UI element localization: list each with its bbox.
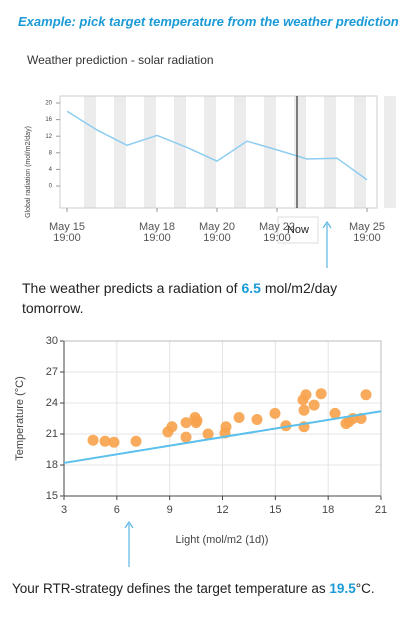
y-tick-label: 12 bbox=[45, 134, 52, 140]
data-point bbox=[329, 407, 341, 419]
data-point bbox=[99, 435, 111, 447]
x-tick-label: 9 bbox=[167, 504, 173, 516]
night-band bbox=[324, 96, 336, 208]
plot-frame bbox=[59, 95, 378, 209]
y-tick-label: 8 bbox=[49, 150, 53, 156]
note-text: °C. bbox=[355, 581, 375, 596]
note-value: 19.5 bbox=[329, 581, 356, 596]
note-text: mol/m2/day tomorrow. bbox=[22, 280, 338, 316]
night-band bbox=[204, 96, 216, 208]
x-tick-label: May 15 19:00 bbox=[48, 221, 86, 244]
chart-title: Weather prediction - solar radiation bbox=[27, 53, 214, 67]
night-band bbox=[114, 96, 126, 208]
x-tick-label: 15 bbox=[269, 504, 281, 516]
y-tick-label: 0 bbox=[49, 184, 53, 190]
now-box bbox=[277, 216, 319, 244]
data-point bbox=[308, 399, 320, 411]
x-tick-label: May 25 19:00 bbox=[348, 221, 386, 244]
data-point bbox=[108, 436, 120, 448]
y-axis-label: Global radiation (mol/m2/day) bbox=[25, 126, 32, 218]
night-band bbox=[144, 96, 156, 208]
x-tick-label: 18 bbox=[322, 504, 334, 516]
y-tick-label: 24 bbox=[46, 397, 58, 409]
data-point bbox=[220, 421, 232, 433]
night-band bbox=[294, 96, 306, 208]
data-point bbox=[180, 431, 192, 443]
night-band bbox=[174, 96, 186, 208]
arrow-head bbox=[322, 220, 332, 229]
data-point bbox=[180, 417, 192, 429]
note-value: 6.5 bbox=[241, 280, 261, 296]
y-tick-label: 4 bbox=[49, 167, 53, 173]
y-tick-label: 20 bbox=[45, 101, 52, 107]
arrow-head bbox=[124, 520, 134, 529]
x-tick-label: May 18 19:00 bbox=[138, 221, 176, 244]
trendline bbox=[63, 410, 382, 464]
y-tick-label: 15 bbox=[46, 490, 58, 502]
y-tick-label: 21 bbox=[46, 428, 58, 440]
now-label: Now bbox=[287, 224, 309, 236]
x-axis-label: Light (mol/m2 (1d)) bbox=[176, 534, 269, 546]
y-tick-label: 18 bbox=[46, 459, 58, 471]
data-point bbox=[87, 434, 99, 446]
radiation-line bbox=[66, 110, 368, 181]
data-point bbox=[269, 407, 281, 419]
x-tick-label: 3 bbox=[61, 504, 67, 516]
data-point bbox=[360, 389, 372, 401]
x-tick-label: 6 bbox=[114, 504, 120, 516]
x-tick-label: 12 bbox=[216, 504, 228, 516]
x-tick-label: May 20 19:00 bbox=[198, 221, 236, 244]
night-band bbox=[354, 96, 366, 208]
data-point bbox=[300, 389, 312, 401]
data-point bbox=[315, 388, 327, 400]
note: Your RTR-strategy defines the target tem… bbox=[12, 579, 407, 599]
data-point bbox=[298, 404, 310, 416]
data-point bbox=[233, 411, 245, 423]
x-tick-label: May 22 19:00 bbox=[258, 221, 296, 244]
night-band bbox=[264, 96, 276, 208]
note-text: The weather predicts a radiation of bbox=[22, 280, 242, 296]
data-point bbox=[130, 435, 142, 447]
y-axis-label: Temperature (°C) bbox=[14, 376, 26, 460]
night-band bbox=[234, 96, 246, 208]
header-title: Example: pick target temperature from th… bbox=[18, 14, 399, 29]
data-point bbox=[251, 414, 263, 426]
data-point bbox=[191, 415, 203, 427]
data-point bbox=[166, 421, 178, 433]
data-point bbox=[202, 428, 214, 440]
note: The weather predicts a radiation of 6.5 … bbox=[22, 278, 372, 318]
y-tick-label: 16 bbox=[45, 117, 52, 123]
x-tick-label: 21 bbox=[375, 504, 387, 516]
night-band bbox=[84, 96, 96, 208]
night-band bbox=[384, 96, 396, 208]
y-tick-label: 30 bbox=[46, 335, 58, 347]
y-tick-label: 27 bbox=[46, 366, 58, 378]
note-text: Your RTR-strategy defines the target tem… bbox=[12, 581, 330, 596]
data-point bbox=[280, 420, 292, 432]
